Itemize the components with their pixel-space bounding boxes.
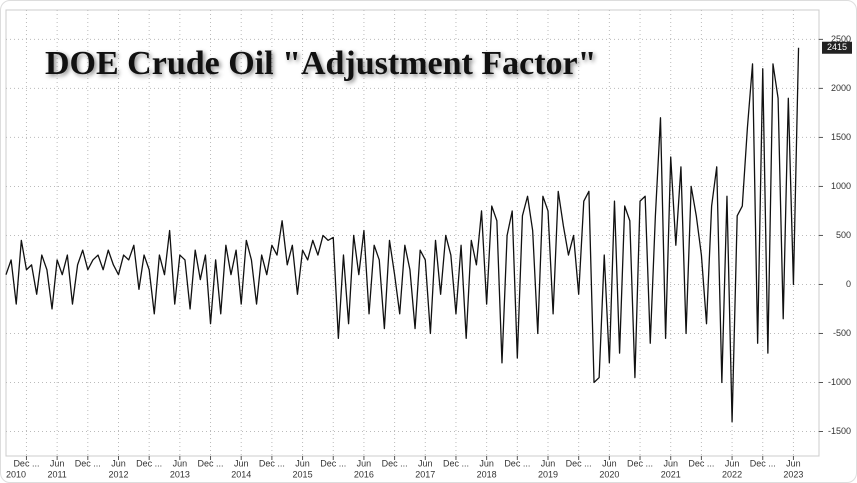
x-tick-label: Dec ... — [627, 458, 653, 468]
y-tick-label: -500 — [833, 328, 851, 338]
x-tick-label: Jun — [173, 458, 188, 468]
y-tick-label: 0 — [846, 279, 851, 289]
x-tick-label: Dec ... — [259, 458, 285, 468]
y-tick-label: 2500 — [831, 34, 851, 44]
x-tick-label: Dec ... — [75, 458, 101, 468]
last-value-box — [822, 41, 852, 54]
year-label: 2018 — [477, 469, 497, 479]
x-tick-label: Dec ... — [504, 458, 530, 468]
year-label: 2015 — [293, 469, 313, 479]
y-tick-label: 500 — [836, 230, 851, 240]
year-label: 2019 — [538, 469, 558, 479]
x-tick-label: Dec ... — [320, 458, 346, 468]
x-tick-label: Dec ... — [198, 458, 224, 468]
year-label: 2010 — [6, 469, 26, 479]
year-label: 2012 — [108, 469, 128, 479]
year-label: 2022 — [722, 469, 742, 479]
x-tick-label: Jun — [111, 458, 126, 468]
y-tick-label: 1000 — [831, 181, 851, 191]
x-tick-label: Jun — [357, 458, 372, 468]
year-label: 2013 — [170, 469, 190, 479]
year-label: 2023 — [783, 469, 803, 479]
y-tick-label: -1000 — [828, 377, 851, 387]
last-value-label: 2415 — [827, 42, 847, 52]
x-tick-label: Jun — [602, 458, 617, 468]
x-tick-label: Jun — [479, 458, 494, 468]
x-tick-label: Dec ... — [13, 458, 39, 468]
x-tick-label: Jun — [663, 458, 678, 468]
x-tick-label: Dec ... — [382, 458, 408, 468]
year-label: 2017 — [415, 469, 435, 479]
data-line — [5, 47, 800, 423]
year-label: 2014 — [231, 469, 251, 479]
y-tick-label: 2000 — [831, 83, 851, 93]
x-tick-label: Dec ... — [750, 458, 776, 468]
y-tick-label: -1500 — [828, 426, 851, 436]
x-tick-label: Jun — [418, 458, 433, 468]
year-label: 2021 — [661, 469, 681, 479]
year-label: 2020 — [599, 469, 619, 479]
x-tick-label: Dec ... — [136, 458, 162, 468]
x-tick-label: Jun — [50, 458, 65, 468]
x-tick-label: Jun — [234, 458, 249, 468]
x-tick-label: Dec ... — [688, 458, 714, 468]
x-tick-label: Jun — [541, 458, 556, 468]
chart-title: DOE Crude Oil "Adjustment Factor" — [45, 45, 597, 82]
x-tick-label: Jun — [725, 458, 740, 468]
year-label: 2016 — [354, 469, 374, 479]
x-tick-label: Jun — [786, 458, 801, 468]
x-tick-label: Dec ... — [443, 458, 469, 468]
year-label: 2011 — [47, 469, 66, 479]
y-tick-label: 1500 — [831, 132, 851, 142]
x-tick-label: Jun — [295, 458, 310, 468]
x-tick-label: Dec ... — [566, 458, 592, 468]
